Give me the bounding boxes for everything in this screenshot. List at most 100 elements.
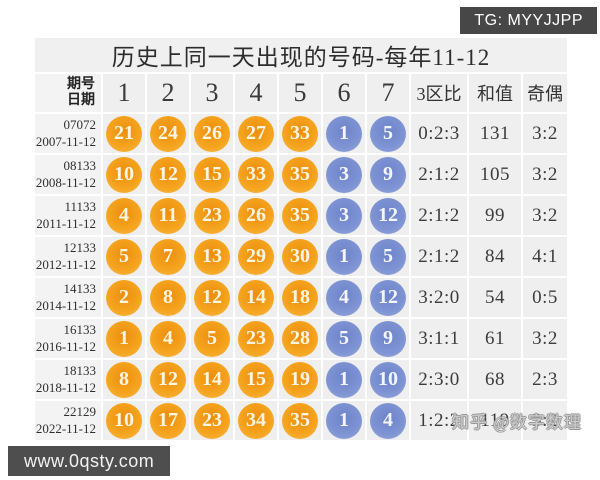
back-number-ball: 9: [370, 156, 406, 193]
front-number-ball: 23: [194, 197, 230, 234]
parity-cell: 3:2: [523, 114, 567, 153]
front-ball-cell: 17: [147, 401, 189, 440]
issue-date-cell: 08133 2008-11-12: [35, 155, 101, 194]
back-number-ball: 4: [370, 402, 406, 439]
back-ball-cell: 10: [367, 360, 409, 399]
column-header-parity: 奇偶: [523, 74, 567, 112]
back-ball-cell: 4: [323, 278, 365, 317]
column-header-sum: 和值: [469, 74, 521, 112]
front-ball-cell: 10: [103, 401, 145, 440]
parity-cell: 4:1: [523, 237, 567, 276]
front-number-ball: 10: [106, 156, 142, 193]
front-number-ball: 2: [106, 279, 142, 316]
front-ball-cell: 5: [191, 319, 233, 358]
issue-date-cell: 11133 2011-11-12: [35, 196, 101, 235]
sum-cell: 68: [469, 360, 521, 399]
back-ball-cell: 12: [367, 196, 409, 235]
draw-date: 2008-11-12: [35, 174, 96, 190]
front-number-ball: 13: [194, 238, 230, 275]
front-number-ball: 26: [238, 197, 274, 234]
front-number-ball: 8: [106, 361, 142, 398]
issue-date-cell: 16133 2016-11-12: [35, 319, 101, 358]
back-number-ball: 12: [370, 279, 406, 316]
front-ball-cell: 5: [103, 237, 145, 276]
sum-cell: 105: [469, 155, 521, 194]
front-number-ball: 19: [282, 361, 318, 398]
front-number-ball: 4: [150, 320, 186, 357]
issue-number: 08133: [63, 157, 97, 173]
issue-number: 11133: [64, 198, 96, 214]
front-ball-cell: 13: [191, 237, 233, 276]
front-number-ball: 18: [282, 279, 318, 316]
front-ball-cell: 4: [103, 196, 145, 235]
draw-date: 2016-11-12: [35, 338, 96, 354]
front-ball-cell: 27: [235, 114, 277, 153]
front-ball-cell: 24: [147, 114, 189, 153]
back-ball-cell: 5: [367, 114, 409, 153]
back-number-ball: 12: [370, 197, 406, 234]
front-number-ball: 12: [150, 156, 186, 193]
zone-ratio-cell: 3:1:1: [411, 319, 467, 358]
column-header-2: 2: [147, 74, 189, 112]
front-number-ball: 12: [194, 279, 230, 316]
draw-date: 2022-11-12: [35, 420, 96, 436]
front-ball-cell: 11: [147, 196, 189, 235]
front-number-ball: 27: [238, 115, 274, 152]
parity-cell: 0:5: [523, 278, 567, 317]
back-number-ball: 1: [326, 115, 362, 152]
front-ball-cell: 35: [279, 196, 321, 235]
front-number-ball: 30: [282, 238, 318, 275]
front-number-ball: 11: [150, 197, 186, 234]
front-number-ball: 8: [150, 279, 186, 316]
zone-ratio-cell: 2:1:2: [411, 155, 467, 194]
front-ball-cell: 35: [279, 155, 321, 194]
front-ball-cell: 14: [191, 360, 233, 399]
table-title: 历史上同一天出现的号码-每年11-12: [35, 38, 567, 72]
back-number-ball: 10: [370, 361, 406, 398]
front-number-ball: 35: [282, 197, 318, 234]
front-number-ball: 24: [150, 115, 186, 152]
back-ball-cell: 5: [367, 237, 409, 276]
back-number-ball: 5: [326, 320, 362, 357]
issue-number: 14133: [63, 280, 97, 296]
front-number-ball: 15: [238, 361, 274, 398]
front-ball-cell: 21: [103, 114, 145, 153]
column-header-1: 1: [103, 74, 145, 112]
issue-date-cell: 12133 2012-11-12: [35, 237, 101, 276]
front-number-ball: 4: [106, 197, 142, 234]
tg-watermark-badge: TG: MYYJJPP: [460, 7, 597, 34]
front-ball-cell: 23: [191, 401, 233, 440]
issue-number: 12133: [63, 239, 97, 255]
back-ball-cell: 3: [323, 196, 365, 235]
front-ball-cell: 7: [147, 237, 189, 276]
front-ball-cell: 2: [103, 278, 145, 317]
front-ball-cell: 30: [279, 237, 321, 276]
issue-date-cell: 18133 2018-11-12: [35, 360, 101, 399]
front-number-ball: 26: [194, 115, 230, 152]
draw-date: 2018-11-12: [35, 379, 96, 395]
column-header-issue-date: 期号 日期: [35, 74, 101, 112]
site-watermark-badge: www.0qsty.com: [8, 446, 171, 476]
front-ball-cell: 12: [147, 360, 189, 399]
back-ball-cell: 1: [323, 114, 365, 153]
front-ball-cell: 1: [103, 319, 145, 358]
front-number-ball: 33: [238, 156, 274, 193]
front-number-ball: 5: [194, 320, 230, 357]
issue-date-cell: 07072 2007-11-12: [35, 114, 101, 153]
front-ball-cell: 8: [147, 278, 189, 317]
back-ball-cell: 1: [323, 360, 365, 399]
issue-number: 22129: [63, 403, 97, 419]
front-ball-cell: 15: [191, 155, 233, 194]
front-number-ball: 5: [106, 238, 142, 275]
issue-header-line1: 期号: [67, 76, 95, 92]
front-number-ball: 1: [106, 320, 142, 357]
zone-ratio-cell: 0:2:3: [411, 114, 467, 153]
back-number-ball: 9: [370, 320, 406, 357]
issue-number: 07072: [63, 116, 97, 132]
front-number-ball: 7: [150, 238, 186, 275]
back-ball-cell: 1: [323, 237, 365, 276]
front-number-ball: 17: [150, 402, 186, 439]
front-number-ball: 23: [194, 402, 230, 439]
front-ball-cell: 8: [103, 360, 145, 399]
front-number-ball: 35: [282, 156, 318, 193]
